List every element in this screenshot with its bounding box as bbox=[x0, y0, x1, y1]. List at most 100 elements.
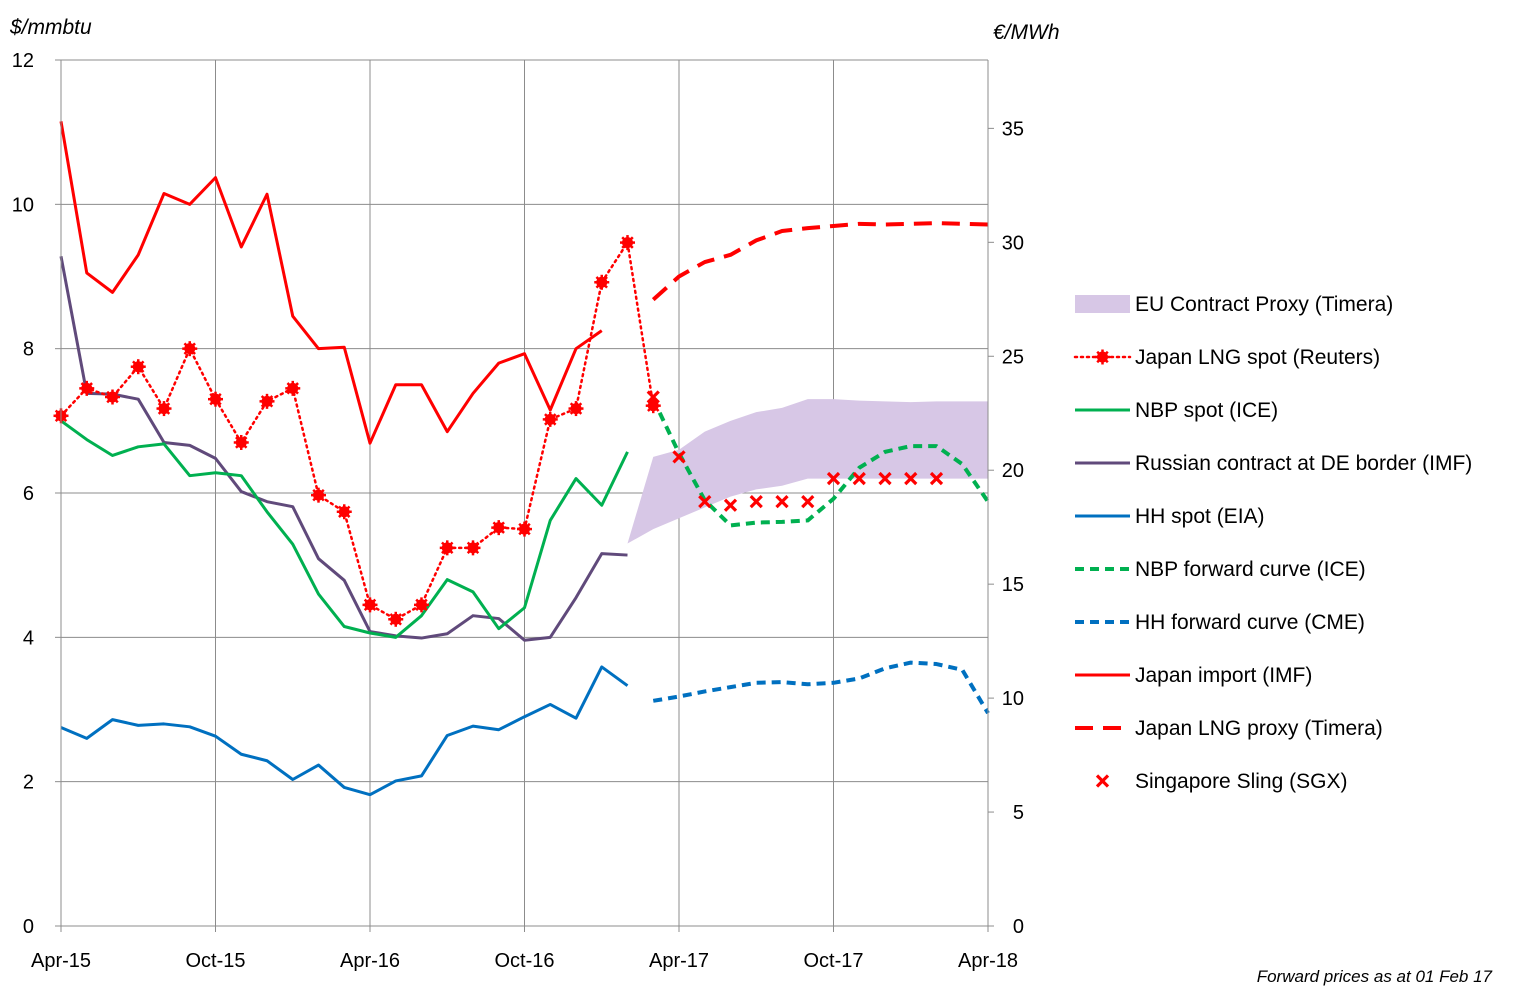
left-tick-label: 0 bbox=[23, 916, 34, 938]
marker-stroke bbox=[826, 471, 841, 486]
data-point bbox=[698, 495, 712, 509]
series-layer bbox=[53, 121, 990, 797]
legend-label: HH forward curve (CME) bbox=[1135, 611, 1365, 634]
series-line bbox=[651, 221, 989, 302]
marker-stroke bbox=[723, 498, 738, 512]
legend-label: Russian contract at DE border (IMF) bbox=[1135, 452, 1472, 475]
series-hh-spot-eia bbox=[60, 665, 629, 797]
series-line bbox=[60, 419, 629, 639]
forward-prices-note: Forward prices as at 01 Feb 17 bbox=[1257, 967, 1493, 986]
right-tick-label: 20 bbox=[1002, 460, 1024, 482]
right-axis-unit: €/MWh bbox=[993, 21, 1060, 44]
marker-spike bbox=[1101, 350, 1109, 358]
marker-stroke bbox=[929, 471, 944, 486]
data-point bbox=[105, 389, 120, 405]
legend: EU Contract Proxy (Timera) Japan LNG spot… bbox=[1073, 293, 1472, 793]
data-point bbox=[620, 235, 635, 251]
marker-spike bbox=[240, 436, 248, 444]
right-tick-label: 30 bbox=[1002, 232, 1024, 254]
series-russian-contract-at-de-border-imf bbox=[59, 256, 628, 642]
right-tick-label: 5 bbox=[1013, 802, 1024, 824]
data-point bbox=[130, 359, 146, 375]
marker-spike bbox=[420, 598, 428, 606]
data-point bbox=[594, 274, 610, 290]
marker-spike bbox=[317, 488, 325, 497]
marker-spike bbox=[497, 521, 505, 529]
data-point bbox=[775, 495, 789, 509]
series-japan-import-imf bbox=[59, 121, 603, 445]
data-point bbox=[749, 495, 763, 509]
marker-spike bbox=[626, 236, 634, 244]
grid-lines bbox=[60, 59, 989, 927]
left-tick-label: 4 bbox=[23, 627, 34, 649]
x-tick-label: Oct-17 bbox=[803, 950, 863, 972]
marker-spike bbox=[343, 505, 351, 513]
data-point bbox=[491, 520, 507, 536]
data-point bbox=[646, 390, 660, 404]
legend-label: Japan LNG spot (Reuters) bbox=[1135, 346, 1380, 369]
data-point bbox=[182, 341, 198, 357]
data-point bbox=[852, 471, 866, 486]
left-axis-unit: $/mmbtu bbox=[9, 16, 92, 39]
data-point bbox=[878, 471, 892, 486]
data-point bbox=[79, 380, 95, 396]
marker-spike bbox=[394, 613, 402, 621]
band-layer bbox=[627, 399, 988, 544]
legend-item-japan-lng-spot-reuters: Japan LNG spot (Reuters) bbox=[1073, 346, 1380, 369]
data-point bbox=[285, 380, 301, 396]
data-point bbox=[156, 401, 172, 417]
right-tick-label: 15 bbox=[1002, 574, 1024, 596]
marker-spike bbox=[369, 598, 377, 606]
data-point bbox=[414, 597, 429, 613]
series-line bbox=[59, 256, 628, 642]
marker-stroke bbox=[1095, 774, 1110, 788]
series-line bbox=[652, 660, 990, 715]
marker-stroke bbox=[749, 495, 763, 509]
legend-swatch bbox=[1095, 774, 1110, 788]
series-nbp-spot-ice bbox=[60, 419, 629, 639]
left-tick-label: 12 bbox=[12, 50, 34, 72]
x-tick-label: Apr-16 bbox=[340, 950, 400, 972]
marker-spike bbox=[163, 402, 171, 410]
legend-marker bbox=[1095, 349, 1110, 365]
marker-spike bbox=[137, 360, 145, 368]
marker-spike bbox=[600, 276, 608, 284]
series-japan-lng-spot-reuters bbox=[53, 235, 661, 627]
marker-spike bbox=[85, 382, 93, 390]
data-point bbox=[517, 521, 532, 537]
legend-item-russian-contract-at-de-border-imf: Russian contract at DE border (IMF) bbox=[1075, 452, 1472, 475]
marker-spike bbox=[266, 395, 274, 403]
marker-stroke bbox=[698, 495, 712, 509]
data-point bbox=[208, 391, 223, 407]
legend-label: Japan import (IMF) bbox=[1135, 664, 1312, 687]
legend-label: Japan LNG proxy (Timera) bbox=[1135, 717, 1383, 740]
legend-item-japan-import-imf: Japan import (IMF) bbox=[1075, 664, 1312, 687]
right-tick-label: 10 bbox=[1002, 688, 1024, 710]
marker-stroke bbox=[878, 471, 892, 486]
legend-label: NBP forward curve (ICE) bbox=[1135, 558, 1366, 581]
marker-spike bbox=[188, 342, 196, 350]
marker-stroke bbox=[775, 495, 789, 509]
data-point bbox=[336, 504, 352, 520]
series-japan-lng-proxy-timera bbox=[651, 221, 989, 302]
marker-stroke bbox=[904, 471, 918, 486]
right-tick-label: 0 bbox=[1013, 916, 1024, 938]
marker-spike bbox=[111, 390, 119, 398]
left-tick-label: 10 bbox=[12, 194, 34, 216]
legend-label: EU Contract Proxy (Timera) bbox=[1135, 293, 1393, 316]
data-point bbox=[723, 498, 738, 512]
series-hh-forward-curve-cme bbox=[652, 660, 990, 715]
legend-item-eu-contract-proxy-timera: EU Contract Proxy (Timera) bbox=[1075, 293, 1393, 316]
data-point bbox=[362, 597, 378, 613]
data-point bbox=[388, 611, 404, 627]
marker-spike bbox=[446, 541, 454, 549]
marker-spike bbox=[60, 409, 68, 417]
marker-spike bbox=[549, 413, 557, 421]
data-point bbox=[568, 401, 584, 417]
data-point bbox=[465, 540, 481, 556]
data-point bbox=[929, 471, 944, 486]
marker-spike bbox=[523, 522, 531, 530]
legend-item-japan-lng-proxy-timera: Japan LNG proxy (Timera) bbox=[1075, 717, 1383, 740]
data-point bbox=[826, 471, 841, 486]
